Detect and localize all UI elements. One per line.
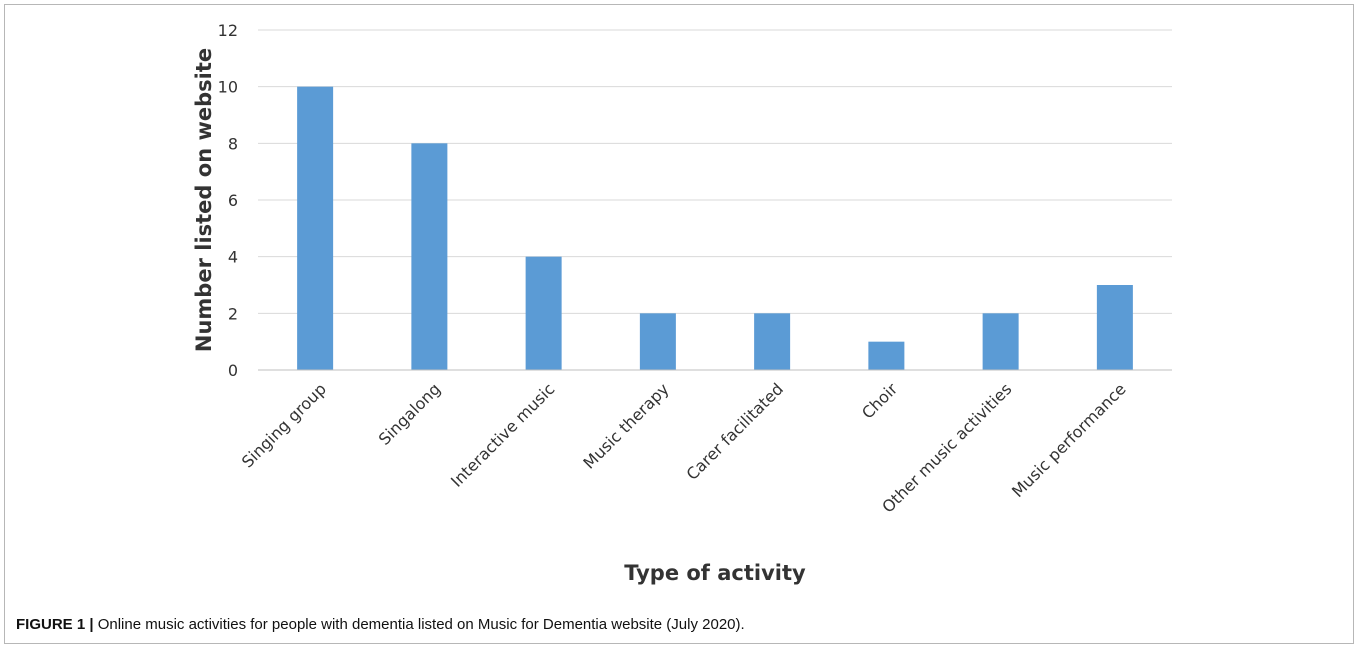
x-tick-label: Singalong	[375, 379, 444, 448]
gridlines	[258, 29, 1172, 314]
bars	[297, 86, 1133, 371]
x-axis-ticks: Singing group Singalong Interactive music M…	[238, 379, 1130, 517]
bar-other-music-activities	[982, 313, 1019, 370]
y-tick-label: 8	[228, 134, 238, 153]
bar-interactive-music	[525, 256, 562, 370]
y-axis-ticks: 0 2 4 6 8 10 12	[218, 21, 238, 380]
x-tick-label: Carer facilitated	[683, 379, 787, 483]
x-tick-label: Other music activities	[878, 379, 1015, 516]
y-tick-label: 4	[228, 248, 238, 267]
bar-carer-facilitated	[754, 313, 791, 370]
y-tick-label: 6	[228, 191, 238, 210]
bar-music-performance	[1096, 285, 1133, 370]
caption-text: Online music activities for people with …	[93, 616, 745, 633]
x-tick-label: Music performance	[1008, 379, 1130, 501]
caption-label: FIGURE 1 |	[16, 616, 94, 633]
bar-music-therapy	[639, 313, 676, 370]
bar-choir	[868, 341, 905, 370]
x-axis-title: Type of activity	[624, 561, 806, 585]
y-tick-label: 2	[228, 304, 238, 323]
y-tick-label: 12	[218, 21, 238, 40]
bar-chart: 0 2 4 6 8 10 12 Singing group Singalong Interact…	[192, 21, 1172, 585]
y-tick-label: 0	[228, 361, 238, 380]
bar-singing-group	[297, 86, 334, 371]
y-tick-label: 10	[218, 78, 238, 97]
x-tick-label: Interactive music	[447, 379, 558, 490]
x-tick-label: Music therapy	[579, 379, 672, 472]
bar-singalong	[411, 143, 448, 370]
y-axis-title: Number listed on website	[192, 48, 216, 352]
figure-caption: FIGURE 1 | Online music activities for p…	[16, 616, 745, 633]
x-tick-label: Singing group	[238, 379, 330, 471]
x-tick-label: Choir	[858, 379, 902, 423]
